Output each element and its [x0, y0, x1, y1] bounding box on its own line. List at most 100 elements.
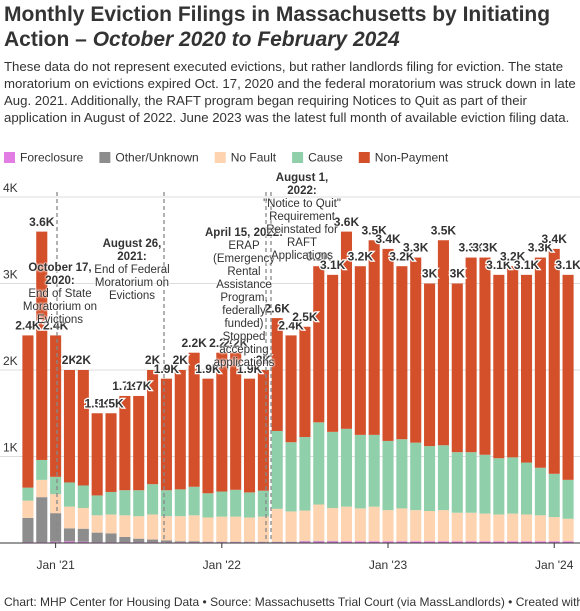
bar-segment	[160, 516, 172, 541]
bar-segment	[562, 541, 574, 543]
bar-segment	[147, 514, 159, 540]
bar-segment	[313, 504, 325, 541]
bar-segment	[382, 440, 394, 511]
legend-swatch	[99, 152, 111, 163]
bar-segment	[36, 231, 48, 460]
bar-segment	[437, 510, 449, 542]
bar-segment	[534, 467, 546, 516]
bar-segment	[354, 266, 366, 435]
total-label: 2K	[256, 353, 272, 367]
bar-segment	[562, 274, 574, 480]
bar-segment	[424, 541, 436, 543]
total-label: 3.4K	[542, 232, 568, 246]
bar-segment	[424, 446, 436, 511]
bar-segment	[22, 335, 34, 488]
bar-segment	[230, 489, 242, 517]
bar-segment	[133, 516, 145, 539]
bar-segment	[410, 257, 422, 443]
total-label: 3.1K	[514, 258, 540, 272]
bar-segment	[382, 541, 394, 543]
annotation-body: ERAP (Emergency Rental Assistance Progra…	[213, 240, 275, 369]
bar-segment	[50, 513, 62, 542]
bar-segment	[299, 541, 311, 543]
bar-segment	[534, 541, 546, 543]
total-label: 3.6K	[29, 215, 55, 229]
annotation: August 26, 2021:End of Federal Moratoriu…	[92, 238, 172, 303]
bar-segment	[147, 539, 159, 543]
bar-segment	[520, 274, 533, 463]
bar-segment	[382, 510, 394, 542]
total-label: 3.1K	[555, 258, 580, 272]
bar-segment	[493, 274, 505, 459]
bar-segment	[313, 266, 325, 423]
bar-segment	[119, 395, 131, 491]
bar-segment	[257, 490, 269, 517]
bar-segment	[465, 541, 477, 543]
bar-segment	[479, 513, 491, 542]
bar-segment	[368, 434, 380, 507]
bar-segment	[299, 510, 311, 541]
bar-segment	[174, 516, 186, 542]
total-label: 2K	[145, 353, 161, 367]
x-tick-label: Jan '21	[36, 558, 75, 572]
bar-segment	[119, 490, 131, 516]
bar-segment	[340, 231, 353, 429]
bar-segment	[382, 248, 394, 441]
annotation-heading: April 15, 2022:	[205, 227, 283, 239]
total-label: 2.2K	[181, 336, 207, 350]
bar-segment	[243, 378, 256, 493]
bar-segment	[507, 513, 519, 542]
annotation-body: End of State Moratorium on Evictions	[22, 288, 98, 326]
total-label: 1.5K	[98, 396, 124, 410]
bar-segment	[133, 490, 145, 517]
bar-segment	[174, 541, 186, 543]
bar-segment	[465, 452, 477, 513]
total-label: 3K	[422, 267, 438, 281]
x-tick-label: Jan '22	[203, 558, 242, 572]
bar-segment	[63, 541, 76, 543]
bar-segment	[174, 489, 186, 517]
total-label: 1.5K	[84, 396, 110, 410]
bar-segment	[424, 283, 436, 447]
x-tick-label: Jan '24	[535, 558, 574, 572]
bar-segment	[507, 457, 519, 514]
bar-segment	[340, 541, 353, 543]
bar-segment	[188, 352, 200, 487]
total-label: 2K	[62, 353, 78, 367]
total-label: 3.4K	[375, 232, 401, 246]
bar-segment	[465, 257, 477, 453]
title-main: Monthly Eviction Filings in Massachusett…	[4, 3, 551, 51]
total-label: 2K	[76, 353, 92, 367]
bar-segment	[63, 482, 76, 507]
bar-segment	[410, 541, 422, 543]
annotation-body: End of Federal Moratorium on Evictions	[94, 264, 170, 302]
annotation-body: "Notice to Quit" Requirement Reinstated …	[263, 198, 341, 262]
legend-label: Non-Payment	[375, 151, 449, 165]
legend-swatch	[292, 152, 304, 163]
bar-segment	[396, 266, 408, 440]
bar-segment	[410, 442, 422, 511]
bar-segment	[313, 541, 325, 543]
bar-segment	[147, 484, 159, 515]
annotation-text: August 26, 2021: End of Federal Moratoriu…	[92, 238, 172, 303]
bar-segment	[63, 370, 76, 483]
bar-segment	[451, 512, 463, 542]
bar-segment	[396, 541, 408, 543]
bar-segment	[160, 540, 172, 543]
bar-segment	[520, 462, 533, 515]
bar-segment	[299, 326, 311, 438]
bar-segment	[368, 240, 380, 435]
total-label: 2.5K	[292, 310, 318, 324]
bar-segment	[77, 485, 89, 508]
bar-segment	[257, 370, 269, 491]
bar-segment	[133, 538, 145, 543]
bar-segment	[548, 248, 560, 474]
bar-segment	[451, 541, 463, 543]
bar-segment	[340, 506, 353, 542]
bar-segment	[77, 370, 89, 486]
bar-segment	[257, 516, 269, 542]
bar-segment	[36, 497, 48, 543]
bar-segment	[437, 240, 449, 446]
